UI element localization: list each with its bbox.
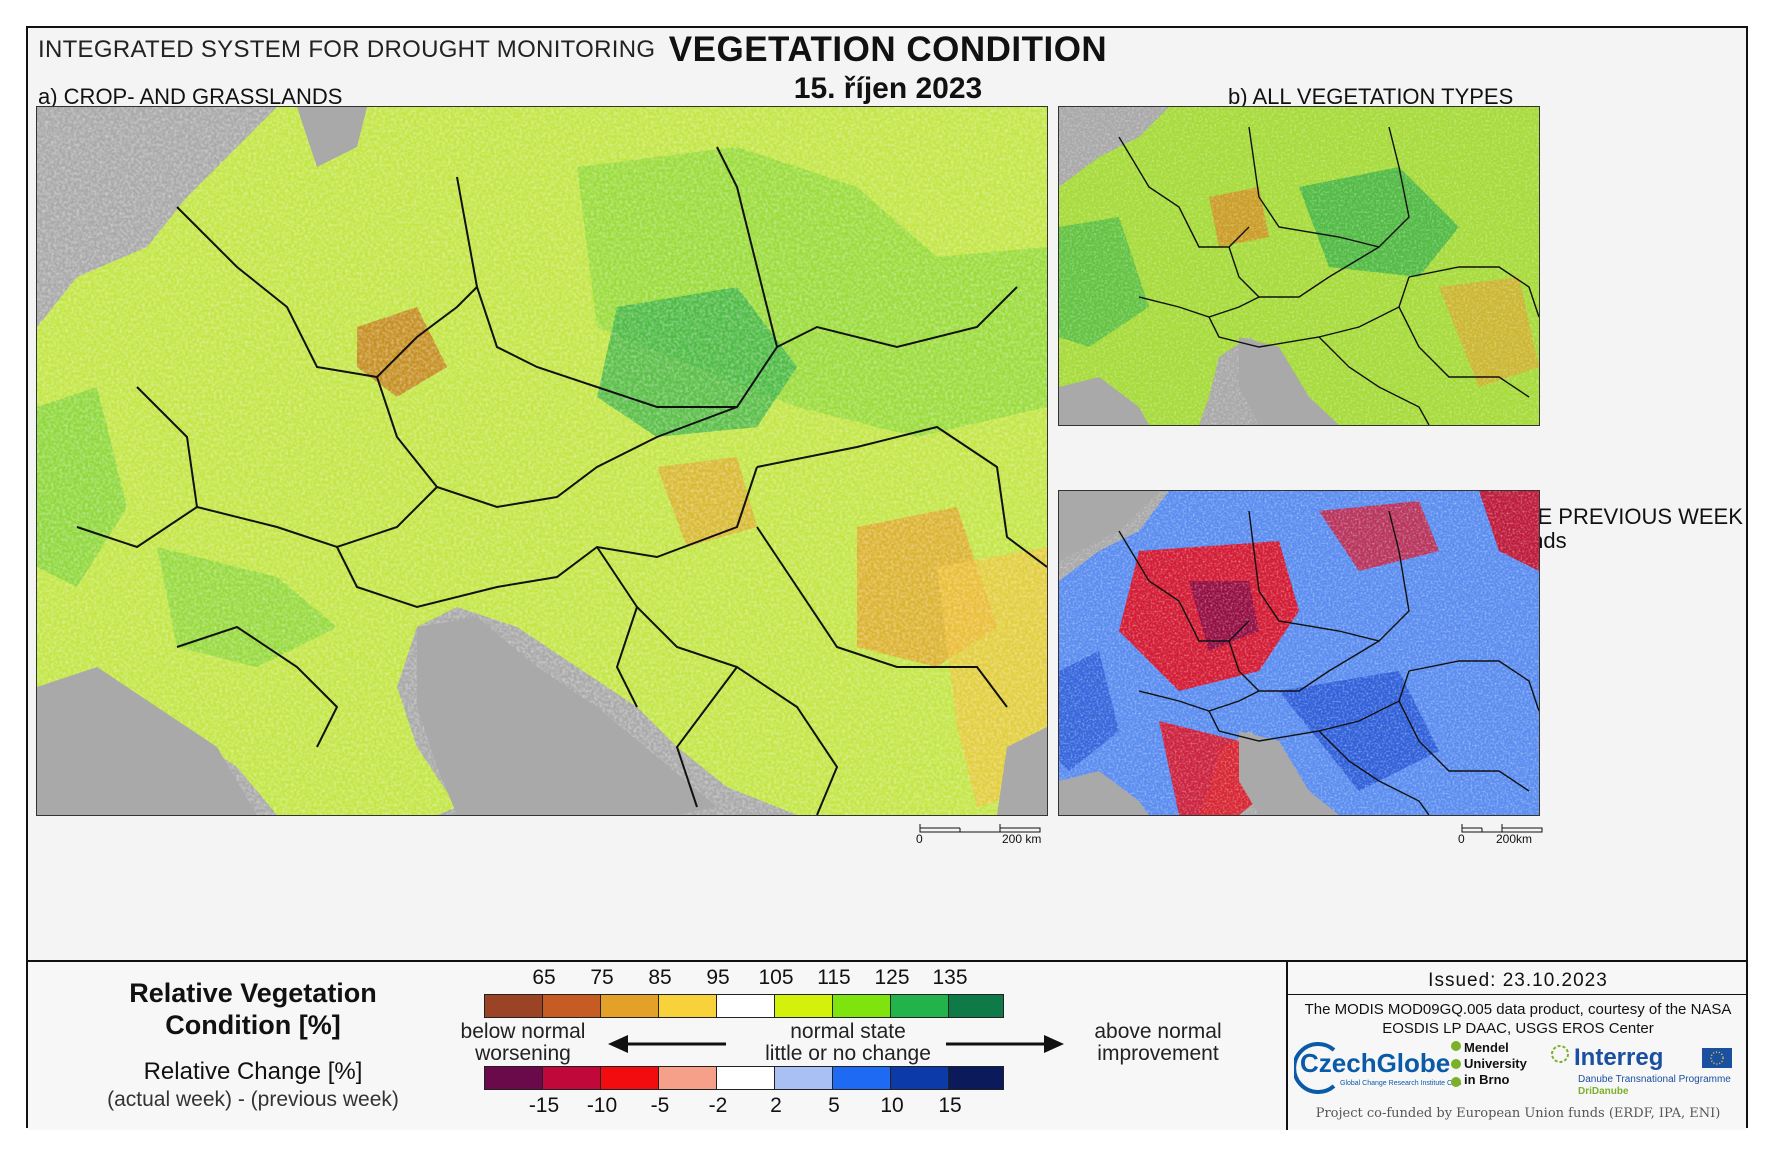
eu-flag-icon	[1702, 1048, 1732, 1068]
czechglobe-logo: CzechGlobe	[1300, 1048, 1451, 1078]
rvc-tick: 105	[758, 966, 794, 989]
system-title: INTEGRATED SYSTEM FOR DROUGHT MONITORING	[38, 36, 656, 63]
arrow-right-icon	[946, 1035, 1064, 1053]
map-weekly-change	[1058, 490, 1540, 816]
rvc-swatch	[716, 994, 776, 1018]
legend-left-line1: below normal	[460, 1020, 586, 1043]
legend-mid-line2: little or no change	[765, 1042, 931, 1065]
rvc-tick: 115	[817, 966, 851, 989]
legend-mid-line1: normal state	[790, 1020, 906, 1043]
scale-a-start: 0	[916, 832, 923, 846]
rvc-swatch	[774, 994, 834, 1018]
rvc-title-line2: Condition [%]	[165, 1010, 341, 1040]
mendel-logo-icon	[1451, 1041, 1461, 1087]
rc-title: Relative Change [%]	[143, 1058, 363, 1085]
cofunded-note: Project co-funded by European Union fund…	[1315, 1106, 1721, 1121]
rc-swatch	[542, 1066, 602, 1090]
rc-swatch	[890, 1066, 950, 1090]
rvc-swatch	[890, 994, 950, 1018]
rc-swatch	[774, 1066, 834, 1090]
rvc-tick: 75	[590, 966, 614, 989]
rvc-tick: 95	[706, 966, 730, 989]
map-date: 15. říjen 2023	[793, 72, 983, 105]
rc-tick: 5	[828, 1094, 840, 1117]
arrow-left-icon	[608, 1035, 726, 1053]
scale-a-end: 200 km	[1002, 832, 1042, 846]
rvc-swatch	[658, 994, 718, 1018]
scale-bar-a: 0 200 km	[916, 822, 1046, 848]
rc-swatch	[484, 1066, 544, 1090]
rc-tick: 15	[938, 1094, 962, 1117]
legend-left-line2: worsening	[475, 1042, 571, 1065]
rvc-tick: 125	[874, 966, 910, 989]
scale-c-end: 200km	[1496, 832, 1533, 846]
rvc-tick: 135	[932, 966, 968, 989]
page-title: VEGETATION CONDITION	[668, 30, 1108, 69]
scale-c-start: 0	[1458, 832, 1465, 846]
rvc-swatch	[948, 994, 1004, 1018]
rc-tick: -5	[650, 1094, 670, 1117]
rvc-swatch	[600, 994, 660, 1018]
map-crop-grasslands	[36, 106, 1048, 816]
legend-right-line2: improvement	[1097, 1042, 1219, 1065]
credits-box: Issued: 23.10.2023 The MODIS MOD09GQ.005…	[1286, 962, 1748, 1130]
rvc-color-ramp: 65 75 85 95 105 115 125 135	[484, 966, 1004, 1026]
rvc-swatch	[832, 994, 892, 1018]
rc-swatch	[948, 1066, 1004, 1090]
rc-subtitle: (actual week) - (previous week)	[107, 1088, 399, 1111]
interreg-programme: Danube Transnational Programme	[1578, 1074, 1731, 1085]
rvc-swatch	[542, 994, 602, 1018]
mendel-logo: Mendel University in Brno	[1464, 1040, 1527, 1087]
scale-bar-c: 0 200km	[1458, 822, 1548, 848]
rc-swatch	[832, 1066, 892, 1090]
interreg-swirl-icon	[1551, 1045, 1569, 1063]
map-all-vegetation	[1058, 106, 1540, 426]
rc-tick: -10	[586, 1094, 618, 1117]
panel-a-title: a) CROP- AND GRASSLANDS	[38, 84, 343, 109]
rc-tick: -2	[708, 1094, 728, 1117]
rc-swatch	[658, 1066, 718, 1090]
map-frame: INTEGRATED SYSTEM FOR DROUGHT MONITORING…	[26, 26, 1748, 1130]
czechglobe-logo-icon	[1294, 1042, 1336, 1094]
legend-right-line1: above normal	[1094, 1020, 1222, 1043]
interreg-logo: Interreg	[1574, 1044, 1664, 1071]
rc-swatch	[600, 1066, 660, 1090]
rc-tick: -15	[528, 1094, 560, 1117]
czechglobe-logo-sub: Global Change Research Institute CAS	[1340, 1080, 1462, 1087]
dridanube-label: DriDanube	[1578, 1086, 1629, 1097]
rvc-tick: 65	[532, 966, 556, 989]
rc-tick: 2	[770, 1094, 782, 1117]
issued-date: Issued: 23.10.2023	[1428, 970, 1608, 991]
rc-swatch	[716, 1066, 776, 1090]
rc-color-ramp: -15 -10 -5 -2 2 5 10 15	[484, 1066, 1004, 1126]
panel-b-title: b) ALL VEGETATION TYPES	[1228, 84, 1514, 109]
rvc-title-line1: Relative Vegetation	[129, 978, 377, 1008]
rvc-tick: 85	[648, 966, 672, 989]
legend-section: Relative Vegetation Condition [%] Relati…	[28, 960, 1748, 1130]
rc-tick: 10	[880, 1094, 904, 1117]
data-source-credit: The MODIS MOD09GQ.005 data product, cour…	[1304, 1001, 1732, 1037]
rvc-swatch	[484, 994, 544, 1018]
